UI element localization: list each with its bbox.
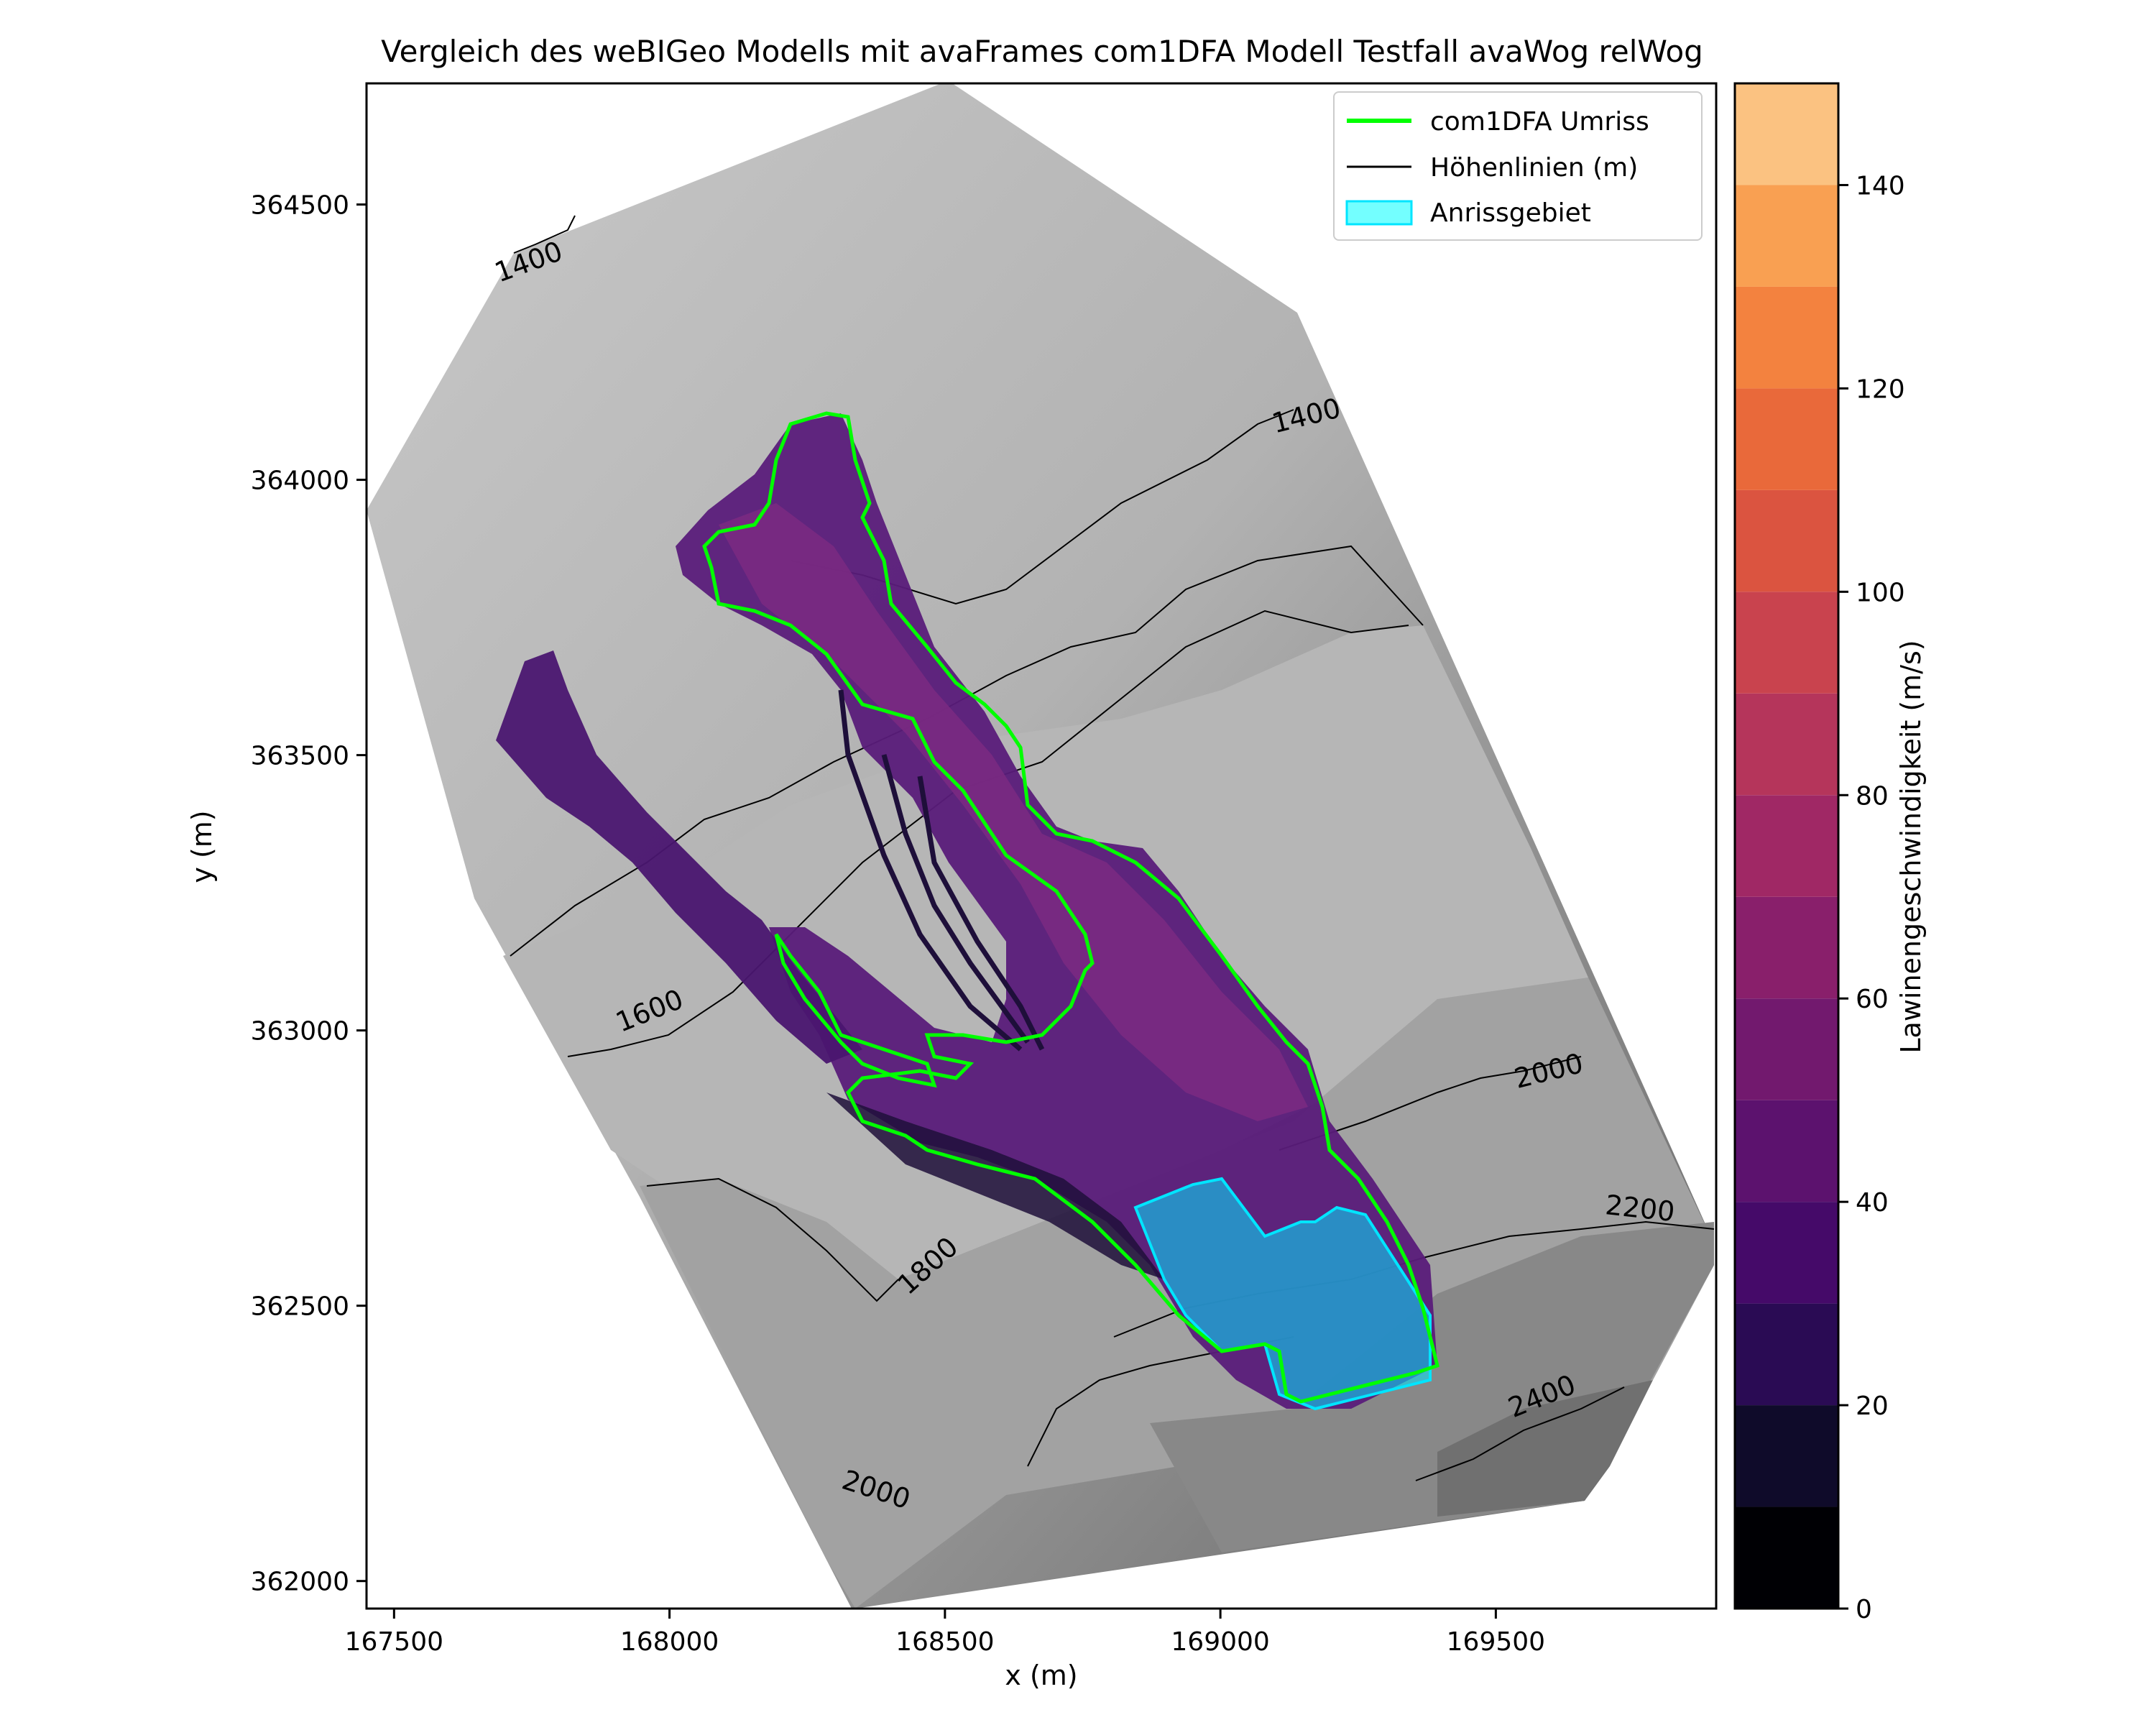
y-tick-label-1: 362500 <box>251 1292 349 1322</box>
y-tick-label-4: 364000 <box>251 466 349 496</box>
y-tick-label-3: 363500 <box>251 742 349 771</box>
colorbar-tick-label-1: 20 <box>1856 1392 1889 1421</box>
colorbar <box>1735 83 1838 1609</box>
chart-title: Vergleich des weBIGeo Modells mit avaFra… <box>381 34 1703 69</box>
contour-line-1400-west <box>513 215 576 254</box>
colorbar-level-4 <box>1735 1100 1838 1202</box>
y-axis-label: y (m) <box>186 810 218 883</box>
legend-box <box>1333 91 1703 241</box>
plot-frame <box>365 82 1718 1610</box>
y-axis: 362000 362500 363000 363500 364000 364500 <box>251 191 367 1597</box>
colorbar-tick-label-2: 40 <box>1856 1188 1889 1218</box>
legend-label-contours: Höhenlinien (m) <box>1430 153 1638 183</box>
com1dfa-outline-main <box>702 411 1439 1404</box>
legend-label-com1dfa: com1DFA Umriss <box>1430 107 1649 137</box>
colorbar-level-7 <box>1735 795 1838 897</box>
colorbar-level-14 <box>1735 83 1838 185</box>
com1dfa-outline <box>702 411 1439 1404</box>
x-tick-label-4: 169500 <box>1447 1627 1545 1657</box>
colorbar-tick-label-0: 0 <box>1856 1595 1872 1624</box>
x-tick-label-1: 168000 <box>620 1627 719 1657</box>
colorbar-level-10 <box>1735 489 1838 592</box>
colorbar-level-2 <box>1735 1303 1838 1406</box>
plot-area <box>367 83 1715 1609</box>
colorbar-level-0 <box>1735 1506 1838 1609</box>
velocity-core <box>719 503 1308 1121</box>
x-axis-label: x (m) <box>1005 1660 1077 1691</box>
x-tick-label-3: 169000 <box>1171 1627 1269 1657</box>
colorbar-tick-label-6: 120 <box>1856 374 1905 404</box>
colorbar-tick-label-4: 80 <box>1856 781 1889 811</box>
com1dfa-outline-west <box>774 933 937 1088</box>
finger-streak-1 <box>838 689 1023 1052</box>
velocity-finger-streaks <box>838 689 1045 1052</box>
colorbar-level-6 <box>1735 896 1838 999</box>
legend: com1DFA Umriss Höhenlinien (m) Anrissgeb… <box>1333 91 1703 241</box>
x-axis: 167500 168000 168500 169000 169500 <box>345 1609 1545 1657</box>
colorbar-frame <box>1733 82 1840 1610</box>
colorbar-level-8 <box>1735 693 1838 796</box>
colorbar-level-3 <box>1735 1202 1838 1304</box>
x-tick-label-0: 167500 <box>345 1627 443 1657</box>
colorbar-tick-label-3: 60 <box>1856 985 1889 1014</box>
colorbar-level-11 <box>1735 388 1838 490</box>
contour-line-2000-east <box>1279 1056 1582 1151</box>
elevation-band-2400 <box>1437 1380 1653 1517</box>
y-tick-label-2: 363000 <box>251 1017 349 1046</box>
x-tick-label-2: 168500 <box>895 1627 994 1657</box>
colorbar-tick-label-7: 140 <box>1856 171 1905 201</box>
colorbar-level-9 <box>1735 592 1838 694</box>
colorbar-level-1 <box>1735 1405 1838 1507</box>
colorbar-label: Lawinengeschwindigkeit (m/s) <box>1895 640 1927 1053</box>
y-tick-label-5: 364500 <box>251 191 349 221</box>
contour-label-6: 2200 <box>1604 1189 1677 1228</box>
contour-line-2400 <box>1415 1386 1625 1481</box>
finger-streak-2 <box>881 754 1030 1044</box>
contour-line-2000 <box>646 1177 899 1302</box>
colorbar-level-13 <box>1735 185 1838 287</box>
colorbar-ticks: 0 20 40 60 80 100 120 140 <box>1838 171 1905 1624</box>
y-tick-label-0: 362000 <box>251 1568 349 1597</box>
legend-label-release: Anrissgebiet <box>1430 198 1591 228</box>
legend-swatch-release <box>1345 200 1413 226</box>
finger-streak-3 <box>917 776 1045 1051</box>
colorbar-level-12 <box>1735 286 1838 389</box>
colorbar-level-5 <box>1735 998 1838 1100</box>
colorbar-tick-label-5: 100 <box>1856 578 1905 607</box>
velocity-west-branch <box>496 650 862 1064</box>
